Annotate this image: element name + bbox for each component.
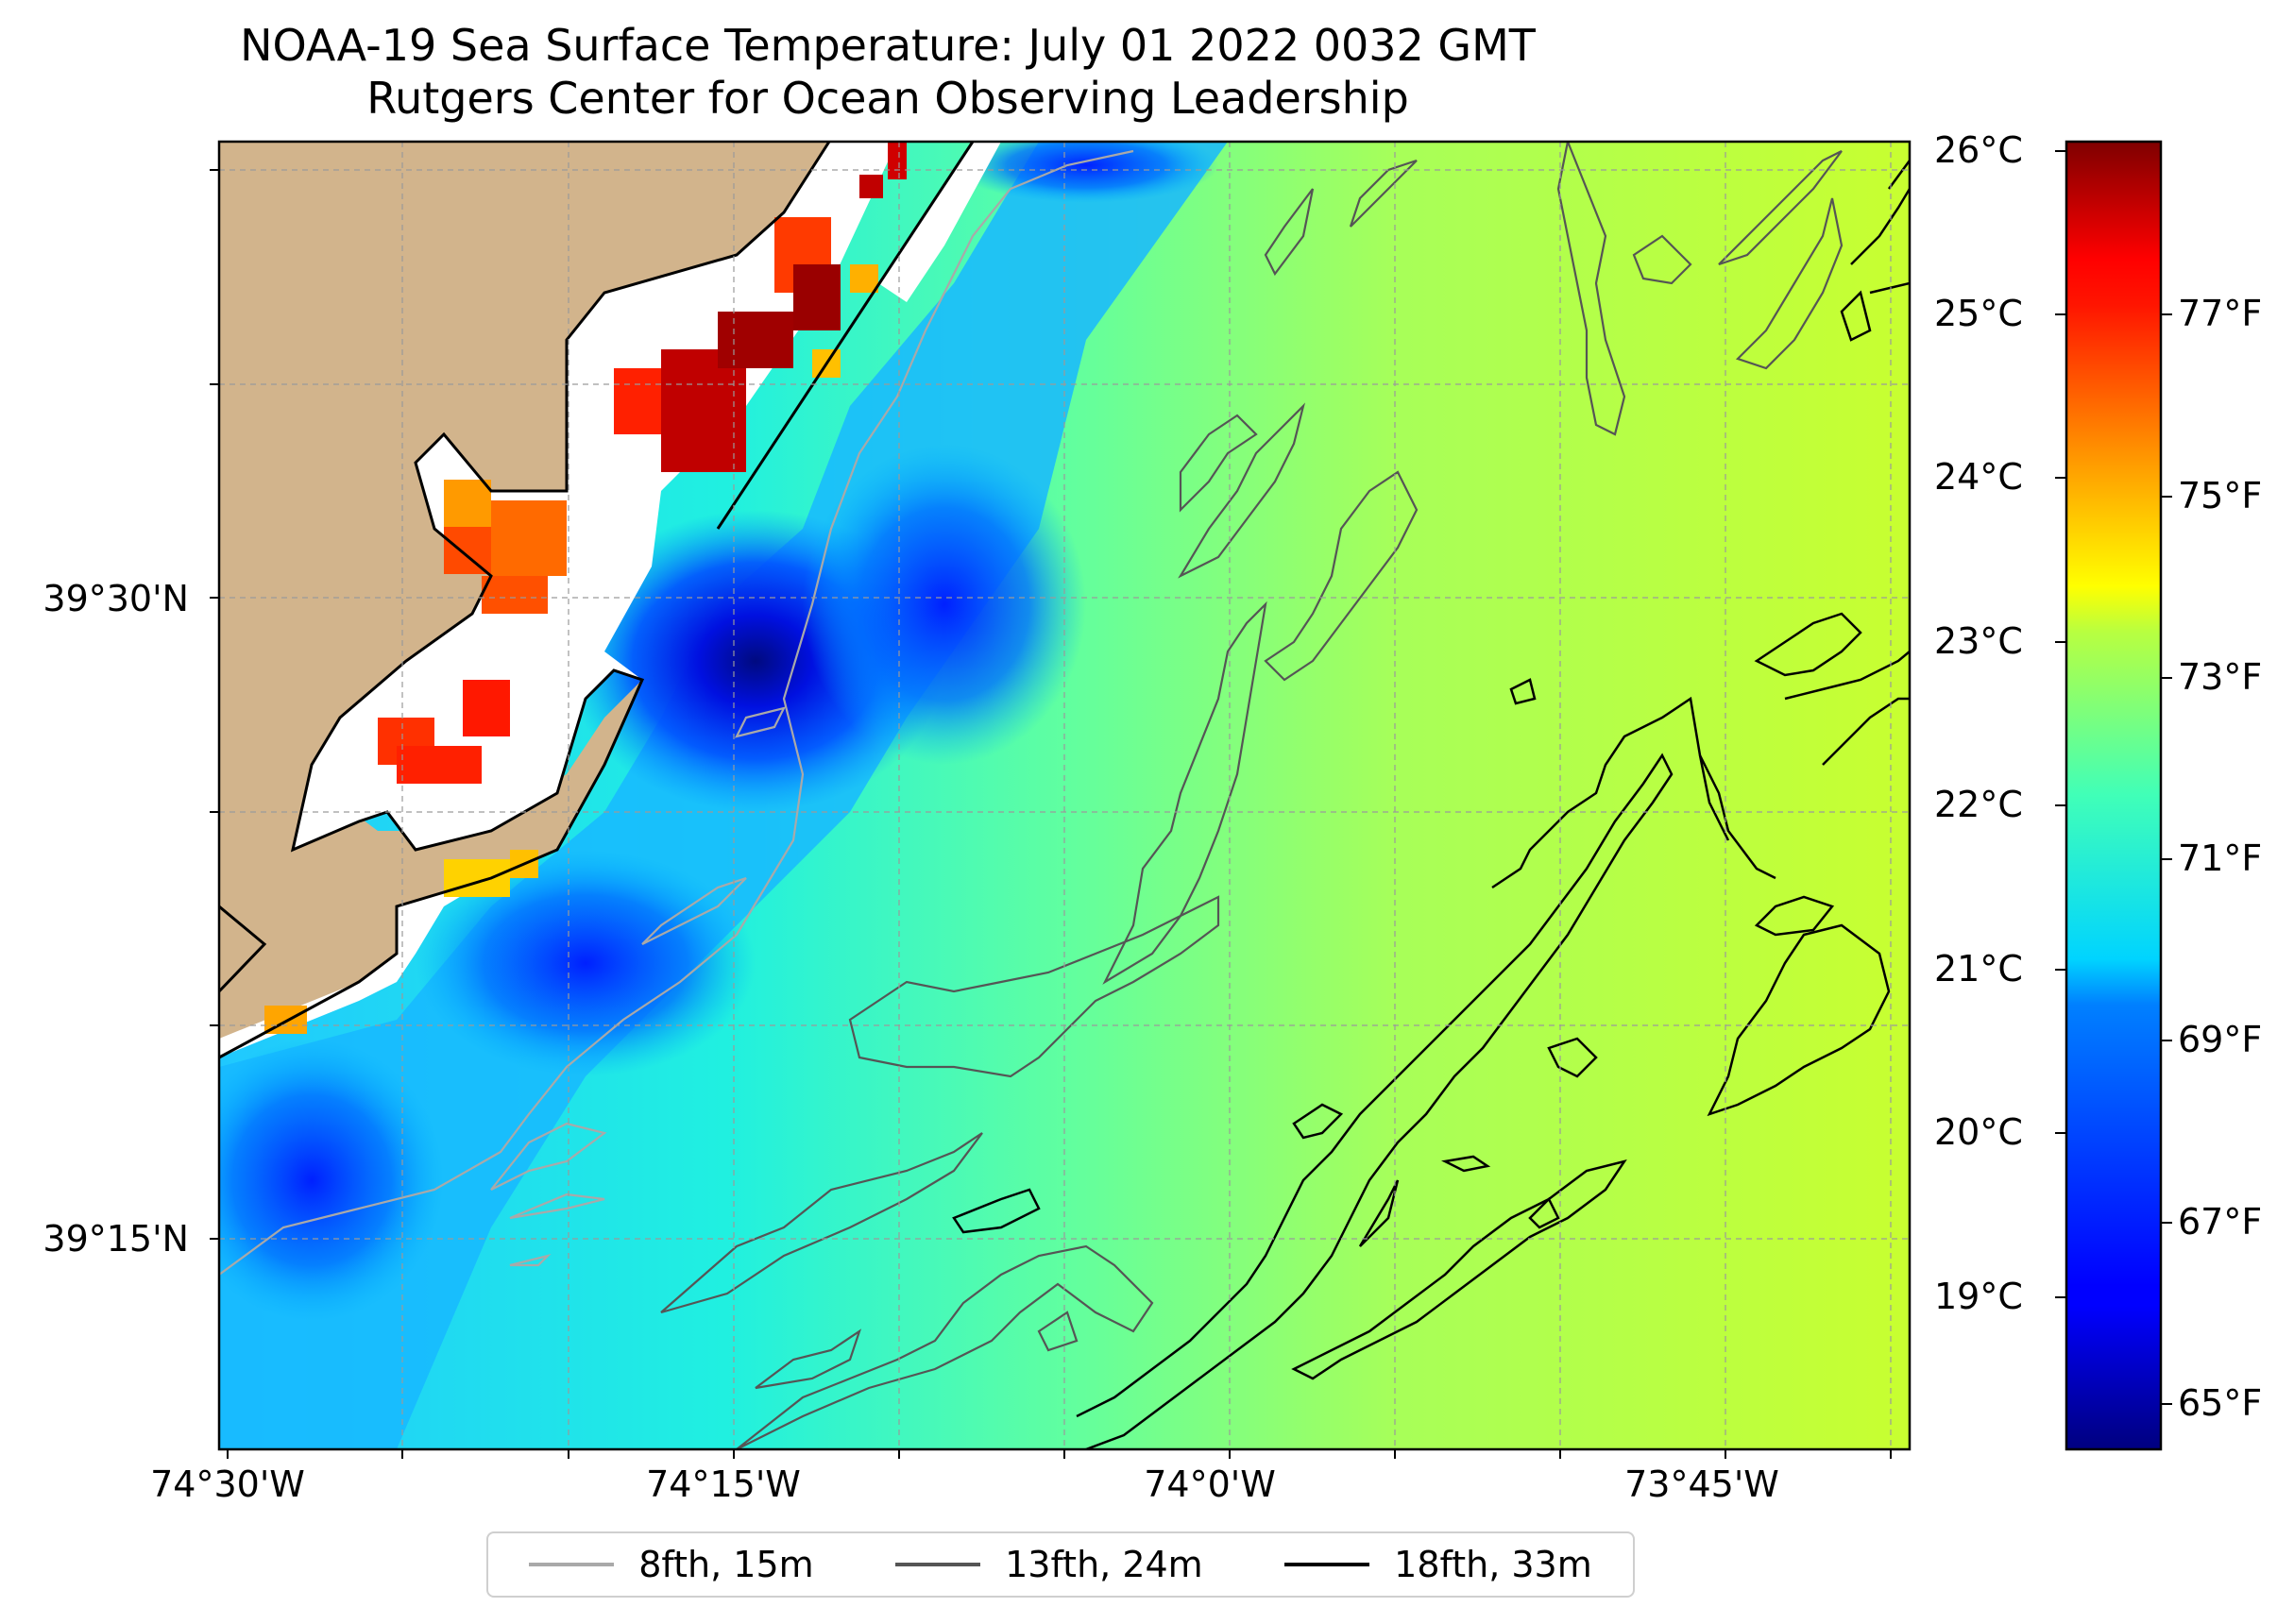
cb-fahrenheit-71: 71°F — [2178, 837, 2263, 879]
legend-item-13fth: 13fth, 24m — [895, 1544, 1203, 1585]
lon-label-74-0: 74°0'W — [1144, 1463, 1276, 1505]
legend-label-13fth: 13fth, 24m — [1005, 1544, 1203, 1585]
legend-label-18fth: 18fth, 33m — [1394, 1544, 1592, 1585]
cb-celsius-20: 20°C — [1934, 1111, 2023, 1153]
gridlines — [219, 142, 1910, 1449]
legend-label-8fth: 8fth, 15m — [638, 1544, 814, 1585]
cb-fahrenheit-77: 77°F — [2178, 293, 2263, 334]
legend-line-13fth — [895, 1563, 981, 1566]
lon-label-74-15: 74°15'W — [646, 1463, 801, 1505]
legend-item-8fth: 8fth, 15m — [529, 1544, 814, 1585]
warm-pixels — [264, 142, 907, 1034]
cb-celsius-25: 25°C — [1934, 293, 2023, 334]
cb-celsius-22: 22°C — [1934, 784, 2023, 825]
contour-13fth — [660, 142, 1844, 1449]
contour-8fth — [219, 149, 1134, 1276]
legend-line-8fth — [529, 1563, 615, 1566]
cb-fahrenheit-73: 73°F — [2178, 656, 2263, 698]
chart-title: NOAA-19 Sea Surface Temperature: July 01… — [240, 20, 1536, 71]
lat-label-39-30: 39°30'N — [42, 578, 189, 619]
cb-fahrenheit-75: 75°F — [2178, 475, 2263, 516]
cb-fahrenheit-65: 65°F — [2178, 1382, 2263, 1424]
cb-celsius-19: 19°C — [1934, 1276, 2023, 1317]
lon-label-73-45: 73°45'W — [1624, 1463, 1779, 1505]
cb-fahrenheit-67: 67°F — [2178, 1201, 2263, 1243]
lon-label-74-30: 74°30'W — [150, 1463, 305, 1505]
legend-item-18fth: 18fth, 33m — [1284, 1544, 1592, 1585]
chart-subtitle: Rutgers Center for Ocean Observing Leade… — [366, 73, 1409, 124]
sst-field — [219, 142, 1910, 1449]
cb-celsius-26: 26°C — [1934, 129, 2023, 171]
cb-celsius-21: 21°C — [1934, 948, 2023, 990]
contour-legend: 8fth, 15m 13fth, 24m 18fth, 33m — [486, 1531, 1635, 1598]
legend-line-18fth — [1284, 1563, 1370, 1566]
contour-18fth — [952, 160, 1910, 1449]
colorbar — [2066, 142, 2161, 1449]
colorbar-ticks — [2055, 150, 2172, 1405]
cb-celsius-23: 23°C — [1934, 620, 2023, 662]
cb-celsius-24: 24°C — [1934, 456, 2023, 498]
cb-fahrenheit-69: 69°F — [2178, 1019, 2263, 1060]
lat-label-39-15: 39°15'N — [42, 1218, 189, 1260]
land-mass — [219, 142, 829, 1053]
